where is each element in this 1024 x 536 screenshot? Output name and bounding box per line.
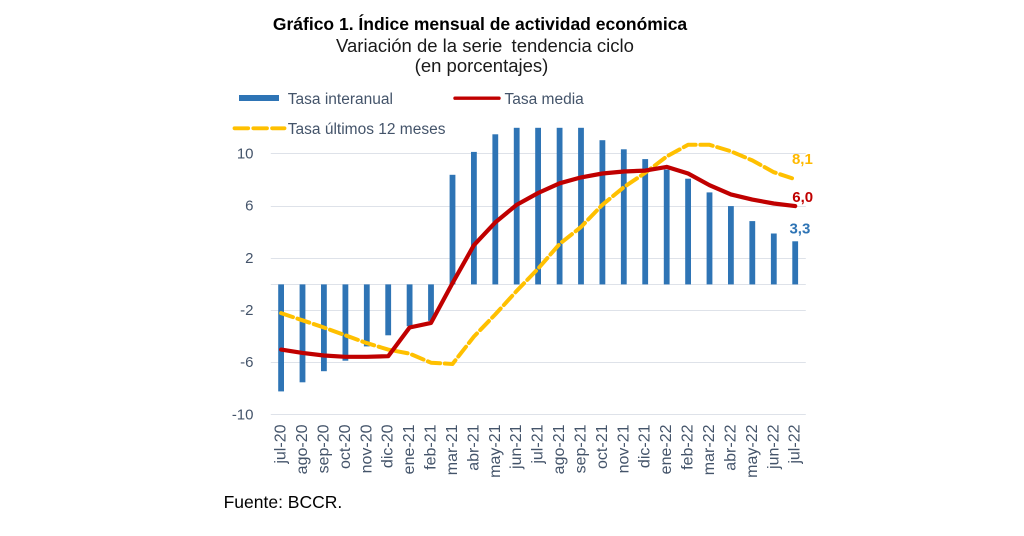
svg-text:feb-22: feb-22 <box>680 424 697 469</box>
svg-text:-6: -6 <box>240 354 253 371</box>
svg-text:jun-22: jun-22 <box>765 424 782 470</box>
svg-text:8,1: 8,1 <box>792 151 813 168</box>
svg-text:oct-21: oct-21 <box>594 424 611 469</box>
svg-text:may-21: may-21 <box>487 424 504 477</box>
svg-text:abr-22: abr-22 <box>722 424 739 470</box>
svg-text:mar-21: mar-21 <box>444 424 461 475</box>
svg-text:10: 10 <box>237 145 254 162</box>
svg-text:feb-21: feb-21 <box>423 424 440 469</box>
svg-text:6,0: 6,0 <box>792 189 813 206</box>
svg-text:2: 2 <box>245 250 253 267</box>
svg-text:dic-21: dic-21 <box>637 424 654 468</box>
svg-text:sep-21: sep-21 <box>573 424 590 473</box>
svg-text:abr-21: abr-21 <box>465 424 482 470</box>
svg-text:3,3: 3,3 <box>789 221 810 238</box>
svg-text:ago-21: ago-21 <box>551 424 568 474</box>
svg-text:6: 6 <box>245 198 253 215</box>
svg-text:jun-21: jun-21 <box>508 424 525 470</box>
svg-text:ene-22: ene-22 <box>658 424 675 474</box>
svg-text:dic-20: dic-20 <box>380 424 397 468</box>
svg-text:-10: -10 <box>232 406 254 423</box>
svg-text:ago-20: ago-20 <box>294 424 311 474</box>
svg-text:may-22: may-22 <box>744 424 761 477</box>
svg-text:jul-22: jul-22 <box>787 424 804 464</box>
svg-text:jul-21: jul-21 <box>530 424 547 464</box>
svg-text:jul-20: jul-20 <box>273 424 290 464</box>
svg-text:ene-21: ene-21 <box>401 424 418 474</box>
svg-text:mar-22: mar-22 <box>701 424 718 475</box>
svg-text:sep-20: sep-20 <box>315 424 332 473</box>
svg-text:-2: -2 <box>240 302 253 319</box>
svg-text:oct-20: oct-20 <box>337 424 354 469</box>
svg-text:nov-20: nov-20 <box>358 424 375 473</box>
svg-text:nov-21: nov-21 <box>615 424 632 473</box>
